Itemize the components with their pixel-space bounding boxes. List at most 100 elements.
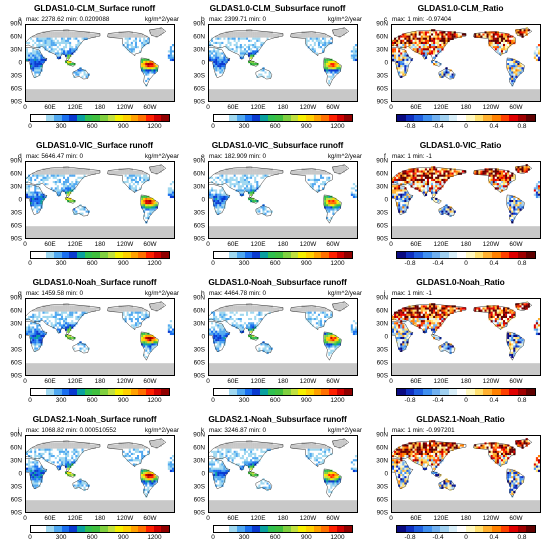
grid-cell: [130, 48, 134, 51]
grid-cell: [342, 31, 345, 34]
grid-cell: [410, 44, 413, 47]
grid-cell: [447, 33, 450, 36]
grid-cell: [229, 46, 232, 49]
grid-cell: [246, 50, 249, 53]
colorbar-tick-label: 0.4: [489, 123, 499, 130]
lat-tick-label: 90N: [193, 20, 205, 28]
grid-cell: [503, 46, 506, 49]
lat-tick-label: 90N: [10, 294, 22, 302]
grid-cell: [171, 330, 174, 333]
grid-cell: [215, 73, 218, 76]
grid-cell: [322, 33, 325, 36]
grid-cell: [219, 345, 222, 348]
grid-cell: [225, 181, 228, 184]
grid-cell: [147, 210, 150, 213]
grid-cell: [161, 305, 164, 308]
grid-cell: [71, 41, 74, 45]
grid-cell: [145, 84, 148, 87]
grid-cell: [139, 309, 142, 312]
grid-cell: [441, 183, 444, 186]
grid-cell: [324, 44, 327, 47]
grid-cell: [81, 39, 84, 43]
grid-cell: [490, 172, 493, 175]
grid-cell: [36, 69, 39, 72]
grid-cell: [509, 44, 512, 47]
grid-cell: [124, 35, 127, 38]
grid-cell: [60, 48, 64, 51]
grid-cell: [42, 307, 45, 310]
grid-cell: [307, 39, 310, 43]
grid-cell: [145, 178, 148, 182]
grid-cell: [494, 35, 497, 38]
colorbar-tick-label: 600: [86, 397, 98, 404]
grid-cell: [215, 309, 218, 312]
coastline: [323, 194, 342, 224]
grid-cell: [402, 206, 405, 209]
grid-cell: [443, 168, 446, 171]
grid-cell: [81, 73, 84, 76]
grid-cell: [313, 185, 317, 188]
grid-cell: [223, 67, 226, 70]
grid-cell: [266, 305, 269, 308]
grid-cell: [34, 309, 37, 312]
grid-cell: [32, 315, 35, 319]
panel-letter: h: [201, 290, 205, 297]
grid-cell: [233, 187, 236, 190]
grid-cell: [422, 41, 426, 45]
grid-cell: [153, 341, 156, 344]
grid-cell: [217, 210, 220, 213]
grid-cell: [513, 174, 516, 177]
grid-cell: [303, 35, 306, 38]
grid-cell: [229, 311, 232, 314]
grid-cell: [315, 37, 319, 40]
grid-cell: [258, 33, 261, 36]
grid-cell: [402, 202, 405, 205]
grid-cell: [537, 52, 540, 55]
grid-cell: [134, 178, 138, 182]
grid-cell: [28, 41, 31, 45]
grid-cell: [435, 63, 438, 66]
grid-cell: [315, 170, 319, 173]
grid-cell: [65, 54, 68, 57]
grid-cell: [213, 48, 216, 51]
grid-cell: [433, 31, 436, 34]
grid-cell: [451, 210, 454, 213]
grid-cell: [63, 178, 66, 182]
grid-cell: [422, 54, 426, 57]
grid-cell: [71, 37, 74, 40]
lon-tick-label: 120E: [250, 241, 266, 248]
grid-cell: [447, 69, 450, 72]
coastline: [392, 166, 467, 199]
grid-cell: [295, 307, 298, 310]
grid-cell: [36, 71, 39, 74]
grid-cell: [523, 168, 526, 171]
grid-cell: [326, 214, 329, 218]
grid-cell: [260, 35, 263, 38]
grid-cell: [400, 197, 403, 201]
grid-cell: [227, 181, 230, 184]
grid-cell: [112, 307, 115, 310]
grid-cell: [114, 172, 117, 175]
grid-cell: [408, 170, 411, 173]
grid-cell: [56, 318, 60, 321]
grid-cell: [239, 31, 243, 34]
lon-tick-label: 120E: [433, 104, 449, 111]
grid-cell: [484, 172, 487, 175]
grid-cell: [141, 67, 144, 70]
grid-cell: [26, 52, 29, 55]
grid-cell: [266, 37, 269, 40]
grid-cell: [137, 183, 140, 186]
grid-cell: [338, 204, 341, 207]
grid-cell: [313, 176, 317, 180]
grid-cell: [523, 166, 526, 169]
grid-cell: [424, 172, 428, 175]
grid-cell: [217, 176, 220, 180]
grid-cell: [60, 315, 64, 319]
grid-cell: [476, 33, 479, 36]
grid-cell: [268, 37, 271, 40]
grid-cell: [213, 313, 216, 317]
grid-cell: [145, 195, 148, 199]
grid-cell: [505, 183, 508, 186]
grid-cell: [447, 39, 450, 43]
grid-cell: [153, 63, 156, 66]
